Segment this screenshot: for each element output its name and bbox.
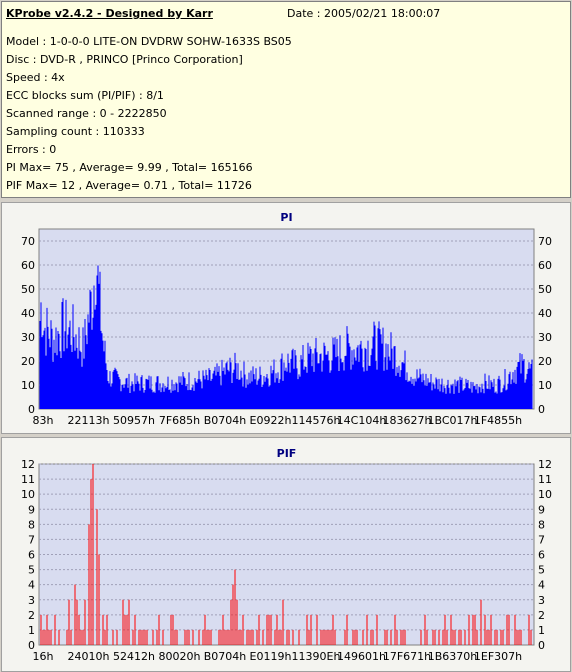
y-tick-label-right: 40: [538, 307, 552, 320]
y-tick-label-left: 0: [28, 639, 35, 652]
x-tick-label: 17F671h: [383, 650, 431, 663]
y-tick-label-right: 30: [538, 331, 552, 344]
y-tick-label-left: 40: [21, 307, 35, 320]
y-tick-label-left: 3: [28, 594, 35, 607]
y-tick-label-right: 60: [538, 259, 552, 272]
y-tick-label-left: 9: [28, 503, 35, 516]
y-tick-label-right: 10: [538, 379, 552, 392]
x-tick-label: 7F685h: [159, 414, 200, 427]
chart-title: PIF: [277, 447, 297, 460]
y-tick-label-right: 20: [538, 355, 552, 368]
x-tick-label: 183627h: [383, 414, 432, 427]
info-disc: Disc : DVD-R , PRINCO [Princo Corporatio…: [6, 53, 243, 66]
y-tick-label-right: 12: [538, 458, 552, 471]
x-tick-label: 114576h: [292, 414, 341, 427]
y-tick-label-left: 1: [28, 624, 35, 637]
info-ecc: ECC blocks sum (PI/PIF) : 8/1: [6, 89, 164, 102]
x-tick-label: 16h: [33, 650, 54, 663]
y-tick-label-right: 1: [538, 624, 545, 637]
x-tick-label: 1F4855h: [474, 414, 522, 427]
y-tick-label-right: 5: [538, 564, 545, 577]
y-tick-label-left: 5: [28, 564, 35, 577]
x-tick-label: 1BC017h: [428, 414, 478, 427]
y-tick-label-right: 7: [538, 533, 545, 546]
y-tick-label-right: 8: [538, 518, 545, 531]
x-tick-label: 14C104h: [337, 414, 387, 427]
y-tick-label-left: 11: [21, 473, 35, 486]
y-tick-label-right: 50: [538, 283, 552, 296]
y-tick-label-left: 0: [28, 403, 35, 416]
x-tick-label: B0704h: [204, 650, 247, 663]
info-model: Model : 1-0-0-0 LITE-ON DVDRW SOHW-1633S…: [6, 35, 292, 48]
y-tick-label-right: 10: [538, 488, 552, 501]
info-panel: KProbe v2.4.2 - Designed by Karr Date : …: [1, 1, 571, 198]
info-errors: Errors : 0: [6, 143, 57, 156]
y-tick-label-right: 6: [538, 549, 545, 562]
y-tick-label-right: 11: [538, 473, 552, 486]
info-scanned-range: Scanned range : 0 - 2222850: [6, 107, 167, 120]
y-tick-label-right: 0: [538, 639, 545, 652]
x-tick-label: 1B6370h: [428, 650, 478, 663]
x-tick-label: E0119h: [250, 650, 292, 663]
info-pi-summary: PI Max= 75 , Average= 9.99 , Total= 1651…: [6, 161, 253, 174]
y-tick-label-right: 9: [538, 503, 545, 516]
x-tick-label: 1EF307h: [474, 650, 522, 663]
y-tick-label-left: 8: [28, 518, 35, 531]
info-pif-summary: PIF Max= 12 , Average= 0.71 , Total= 117…: [6, 179, 252, 192]
pi-chart-panel: PI 0 0 10 10 20 20 30 30 40 40 50 50 60 60 70 70 83h 22113…: [1, 202, 571, 434]
y-tick-label-right: 70: [538, 235, 552, 248]
y-tick-label-right: 4: [538, 579, 545, 592]
y-tick-label-left: 4: [28, 579, 35, 592]
y-tick-label-left: 50: [21, 283, 35, 296]
app-title: KProbe v2.4.2 - Designed by Karr: [6, 7, 213, 20]
x-tick-label: 24010h: [68, 650, 110, 663]
x-tick-label: B0704h: [204, 414, 247, 427]
scan-date: Date : 2005/02/21 18:00:07: [287, 7, 441, 20]
x-tick-label: 52412h: [113, 650, 155, 663]
x-tick-label: 149601h: [337, 650, 386, 663]
y-tick-label-right: 0: [538, 403, 545, 416]
y-tick-label-left: 6: [28, 549, 35, 562]
x-tick-label: E0922h: [250, 414, 292, 427]
y-tick-label-left: 20: [21, 355, 35, 368]
y-tick-label-left: 12: [21, 458, 35, 471]
y-tick-label-left: 2: [28, 609, 35, 622]
y-tick-label-left: 10: [21, 379, 35, 392]
pif-chart-panel: PIF 0 0 1 1 2 2 3 3 4 4 5 5 6 6 7 7 8 8 9 9 10 10 11 11 12 12 16h 24…: [1, 437, 571, 672]
y-tick-label-left: 70: [21, 235, 35, 248]
x-tick-label: 11390Eh: [292, 650, 341, 663]
x-tick-label: 83h: [33, 414, 54, 427]
y-tick-label-right: 3: [538, 594, 545, 607]
y-tick-label-left: 30: [21, 331, 35, 344]
y-tick-label-left: 60: [21, 259, 35, 272]
chart-title: PI: [280, 211, 292, 224]
y-tick-label-right: 2: [538, 609, 545, 622]
y-tick-label-left: 7: [28, 533, 35, 546]
info-speed: Speed : 4x: [6, 71, 65, 84]
x-tick-label: 22113h: [68, 414, 110, 427]
y-tick-label-left: 10: [21, 488, 35, 501]
x-tick-label: 50957h: [113, 414, 155, 427]
x-tick-label: 80020h: [159, 650, 201, 663]
pi-chart: PI 0 0 10 10 20 20 30 30 40 40 50 50 60 60 70 70 83h 22113…: [21, 211, 552, 427]
info-sampling-count: Sampling count : 110333: [6, 125, 145, 138]
